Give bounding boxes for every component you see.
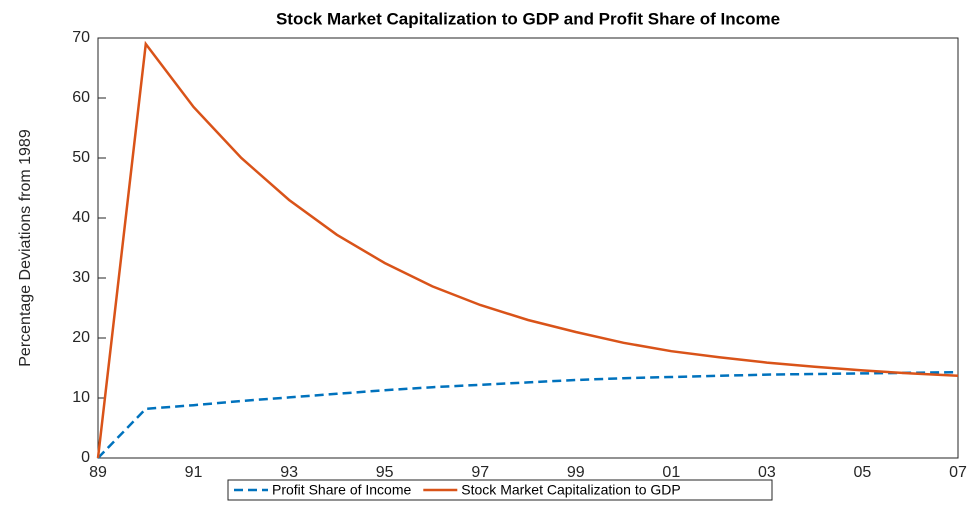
plot-frame: [97, 37, 959, 459]
legend-label: Profit Share of Income: [272, 482, 412, 498]
y-tick-label: 70: [72, 29, 90, 46]
x-tick-label: 89: [89, 464, 107, 481]
chart-title: Stock Market Capitalization to GDP and P…: [276, 9, 780, 28]
x-tick-label: 01: [662, 464, 680, 481]
x-tick-label: 91: [185, 464, 203, 481]
x-tick-label: 05: [854, 464, 872, 481]
legend-box: [227, 479, 773, 501]
x-tick-label: 97: [471, 464, 489, 481]
x-tick-label: 95: [376, 464, 394, 481]
legend-label: Stock Market Capitalization to GDP: [461, 482, 680, 498]
y-tick-label: 0: [81, 449, 90, 466]
y-axis-label: Percentage Deviations from 1989: [17, 129, 34, 367]
y-tick-label: 20: [72, 329, 90, 346]
x-tick-label: 99: [567, 464, 585, 481]
x-tick-label: 07: [949, 464, 967, 481]
x-tick-label: 03: [758, 464, 776, 481]
y-tick-label: 30: [72, 269, 90, 286]
x-tick-label: 93: [280, 464, 298, 481]
y-tick-label: 60: [72, 89, 90, 106]
series-line: [97, 370, 959, 459]
series-line: [96, 40, 959, 459]
y-tick-label: 40: [72, 209, 90, 226]
y-tick-label: 50: [72, 149, 90, 166]
y-tick-label: 10: [72, 389, 90, 406]
